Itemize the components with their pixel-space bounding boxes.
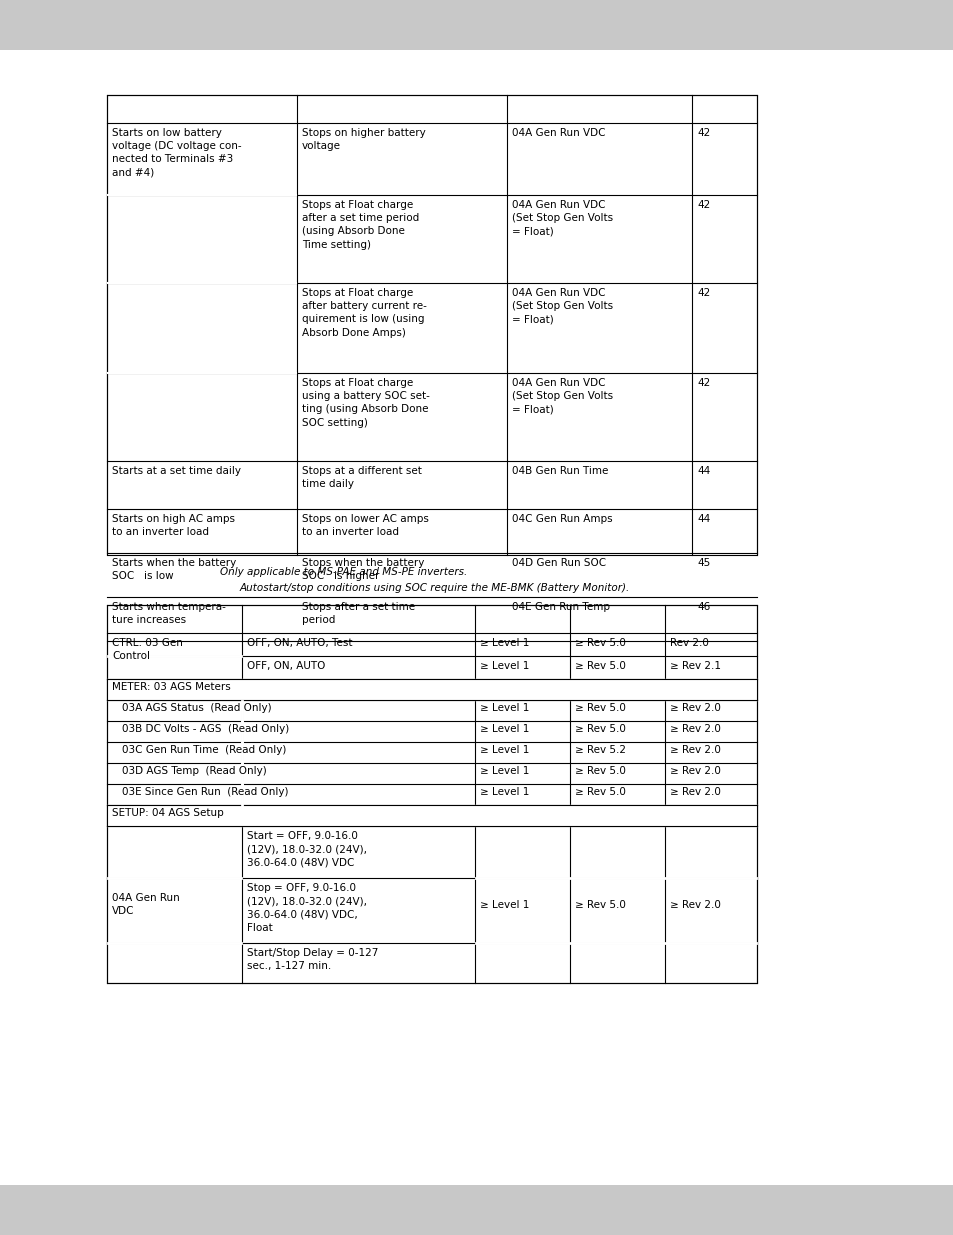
Text: Stops at Float charge
after a set time period
(using Absorb Done
Time setting): Stops at Float charge after a set time p… xyxy=(302,200,418,249)
Text: ≥ Level 1: ≥ Level 1 xyxy=(479,638,529,648)
Text: OFF, ON, AUTO: OFF, ON, AUTO xyxy=(247,661,325,671)
Text: ≥ Rev 5.0: ≥ Rev 5.0 xyxy=(575,703,625,713)
Text: 04A Gen Run VDC: 04A Gen Run VDC xyxy=(512,128,605,138)
Text: ≥ Rev 5.2: ≥ Rev 5.2 xyxy=(575,745,625,755)
Text: OFF, ON, AUTO, Test: OFF, ON, AUTO, Test xyxy=(247,638,352,648)
Text: ≥ Level 1: ≥ Level 1 xyxy=(479,745,529,755)
Text: 04B Gen Run Time: 04B Gen Run Time xyxy=(512,466,608,475)
Bar xyxy=(0,1186,953,1235)
Text: ≥ Level 1: ≥ Level 1 xyxy=(479,787,529,797)
Text: 04A Gen Run VDC
(Set Stop Gen Volts
= Float): 04A Gen Run VDC (Set Stop Gen Volts = Fl… xyxy=(512,378,613,415)
Text: ≥ Level 1: ≥ Level 1 xyxy=(479,703,529,713)
Text: ≥ Level 1: ≥ Level 1 xyxy=(479,899,529,909)
Text: Starts on low battery
voltage (DC voltage con-
nected to Terminals #3
and #4): Starts on low battery voltage (DC voltag… xyxy=(112,128,241,178)
Text: ≥ Level 1: ≥ Level 1 xyxy=(479,766,529,776)
Text: 03B DC Volts - AGS  (Read Only): 03B DC Volts - AGS (Read Only) xyxy=(122,724,289,734)
Text: 42: 42 xyxy=(697,378,709,388)
Text: 42: 42 xyxy=(697,200,709,210)
Text: ≥ Rev 5.0: ≥ Rev 5.0 xyxy=(575,899,625,909)
Text: ≥ Rev 5.0: ≥ Rev 5.0 xyxy=(575,661,625,671)
Text: Stops at Float charge
using a battery SOC set-
ting (using Absorb Done
SOC setti: Stops at Float charge using a battery SO… xyxy=(302,378,430,427)
Text: 03E Since Gen Run  (Read Only): 03E Since Gen Run (Read Only) xyxy=(122,787,288,797)
Text: 04E Gen Run Temp: 04E Gen Run Temp xyxy=(512,601,609,613)
Text: ≥ Rev 5.0: ≥ Rev 5.0 xyxy=(575,638,625,648)
Text: ≥ Rev 5.0: ≥ Rev 5.0 xyxy=(575,787,625,797)
Text: Starts when the battery
SOC   is low: Starts when the battery SOC is low xyxy=(112,558,236,582)
Text: 42: 42 xyxy=(697,288,709,298)
Text: ≥ Rev 2.0: ≥ Rev 2.0 xyxy=(669,703,720,713)
Text: 42: 42 xyxy=(697,128,709,138)
Bar xyxy=(0,0,953,49)
Text: METER: 03 AGS Meters: METER: 03 AGS Meters xyxy=(112,682,231,692)
Bar xyxy=(107,95,757,555)
Text: Stops on lower AC amps
to an inverter load: Stops on lower AC amps to an inverter lo… xyxy=(302,514,429,537)
Text: Stops when the battery
SOC   is higher: Stops when the battery SOC is higher xyxy=(302,558,424,582)
Text: CTRL: 03 Gen
Control: CTRL: 03 Gen Control xyxy=(112,638,183,661)
Text: Only applicable to MS-PAE and MS-PE inverters.: Only applicable to MS-PAE and MS-PE inve… xyxy=(220,567,467,577)
Text: ≥ Rev 5.0: ≥ Rev 5.0 xyxy=(575,766,625,776)
Text: 44: 44 xyxy=(697,466,709,475)
Text: ≥ Rev 2.0: ≥ Rev 2.0 xyxy=(669,724,720,734)
Text: ≥ Rev 5.0: ≥ Rev 5.0 xyxy=(575,724,625,734)
Text: 04A Gen Run VDC
(Set Stop Gen Volts
= Float): 04A Gen Run VDC (Set Stop Gen Volts = Fl… xyxy=(512,200,613,236)
Text: ≥ Rev 2.0: ≥ Rev 2.0 xyxy=(669,745,720,755)
Text: 04D Gen Run SOC: 04D Gen Run SOC xyxy=(512,558,605,568)
Text: Starts on high AC amps
to an inverter load: Starts on high AC amps to an inverter lo… xyxy=(112,514,234,537)
Text: Stops at a different set
time daily: Stops at a different set time daily xyxy=(302,466,421,489)
Text: ≥ Level 1: ≥ Level 1 xyxy=(479,724,529,734)
Text: Autostart/stop conditions using SOC require the ME-BMK (Battery Monitor).: Autostart/stop conditions using SOC requ… xyxy=(240,583,630,593)
Text: Starts at a set time daily: Starts at a set time daily xyxy=(112,466,241,475)
Text: Stop = OFF, 9.0-16.0
(12V), 18.0-32.0 (24V),
36.0-64.0 (48V) VDC,
Float: Stop = OFF, 9.0-16.0 (12V), 18.0-32.0 (2… xyxy=(247,883,367,932)
Text: ≥ Rev 2.0: ≥ Rev 2.0 xyxy=(669,766,720,776)
Text: 04A Gen Run VDC
(Set Stop Gen Volts
= Float): 04A Gen Run VDC (Set Stop Gen Volts = Fl… xyxy=(512,288,613,325)
Text: 45: 45 xyxy=(697,558,709,568)
Text: Stops on higher battery
voltage: Stops on higher battery voltage xyxy=(302,128,425,151)
Text: Start/Stop Delay = 0-127
sec., 1-127 min.: Start/Stop Delay = 0-127 sec., 1-127 min… xyxy=(247,948,378,971)
Text: 03D AGS Temp  (Read Only): 03D AGS Temp (Read Only) xyxy=(122,766,267,776)
Text: 44: 44 xyxy=(697,514,709,524)
Text: ≥ Rev 2.1: ≥ Rev 2.1 xyxy=(669,661,720,671)
Text: Start = OFF, 9.0-16.0
(12V), 18.0-32.0 (24V),
36.0-64.0 (48V) VDC: Start = OFF, 9.0-16.0 (12V), 18.0-32.0 (… xyxy=(247,831,367,867)
Text: 46: 46 xyxy=(697,601,709,613)
Text: 04C Gen Run Amps: 04C Gen Run Amps xyxy=(512,514,612,524)
Text: ≥ Level 1: ≥ Level 1 xyxy=(479,661,529,671)
Text: SETUP: 04 AGS Setup: SETUP: 04 AGS Setup xyxy=(112,808,224,818)
Text: 03C Gen Run Time  (Read Only): 03C Gen Run Time (Read Only) xyxy=(122,745,286,755)
Text: 04A Gen Run
VDC: 04A Gen Run VDC xyxy=(112,893,179,916)
Text: Starts when tempera-
ture increases: Starts when tempera- ture increases xyxy=(112,601,226,625)
Bar xyxy=(107,605,757,983)
Text: ≥ Rev 2.0: ≥ Rev 2.0 xyxy=(669,787,720,797)
Text: Stops at Float charge
after battery current re-
quirement is low (using
Absorb D: Stops at Float charge after battery curr… xyxy=(302,288,426,337)
Text: Stops after a set time
period: Stops after a set time period xyxy=(302,601,415,625)
Text: Rev 2.0: Rev 2.0 xyxy=(669,638,708,648)
Text: 03A AGS Status  (Read Only): 03A AGS Status (Read Only) xyxy=(122,703,272,713)
Text: ≥ Rev 2.0: ≥ Rev 2.0 xyxy=(669,899,720,909)
